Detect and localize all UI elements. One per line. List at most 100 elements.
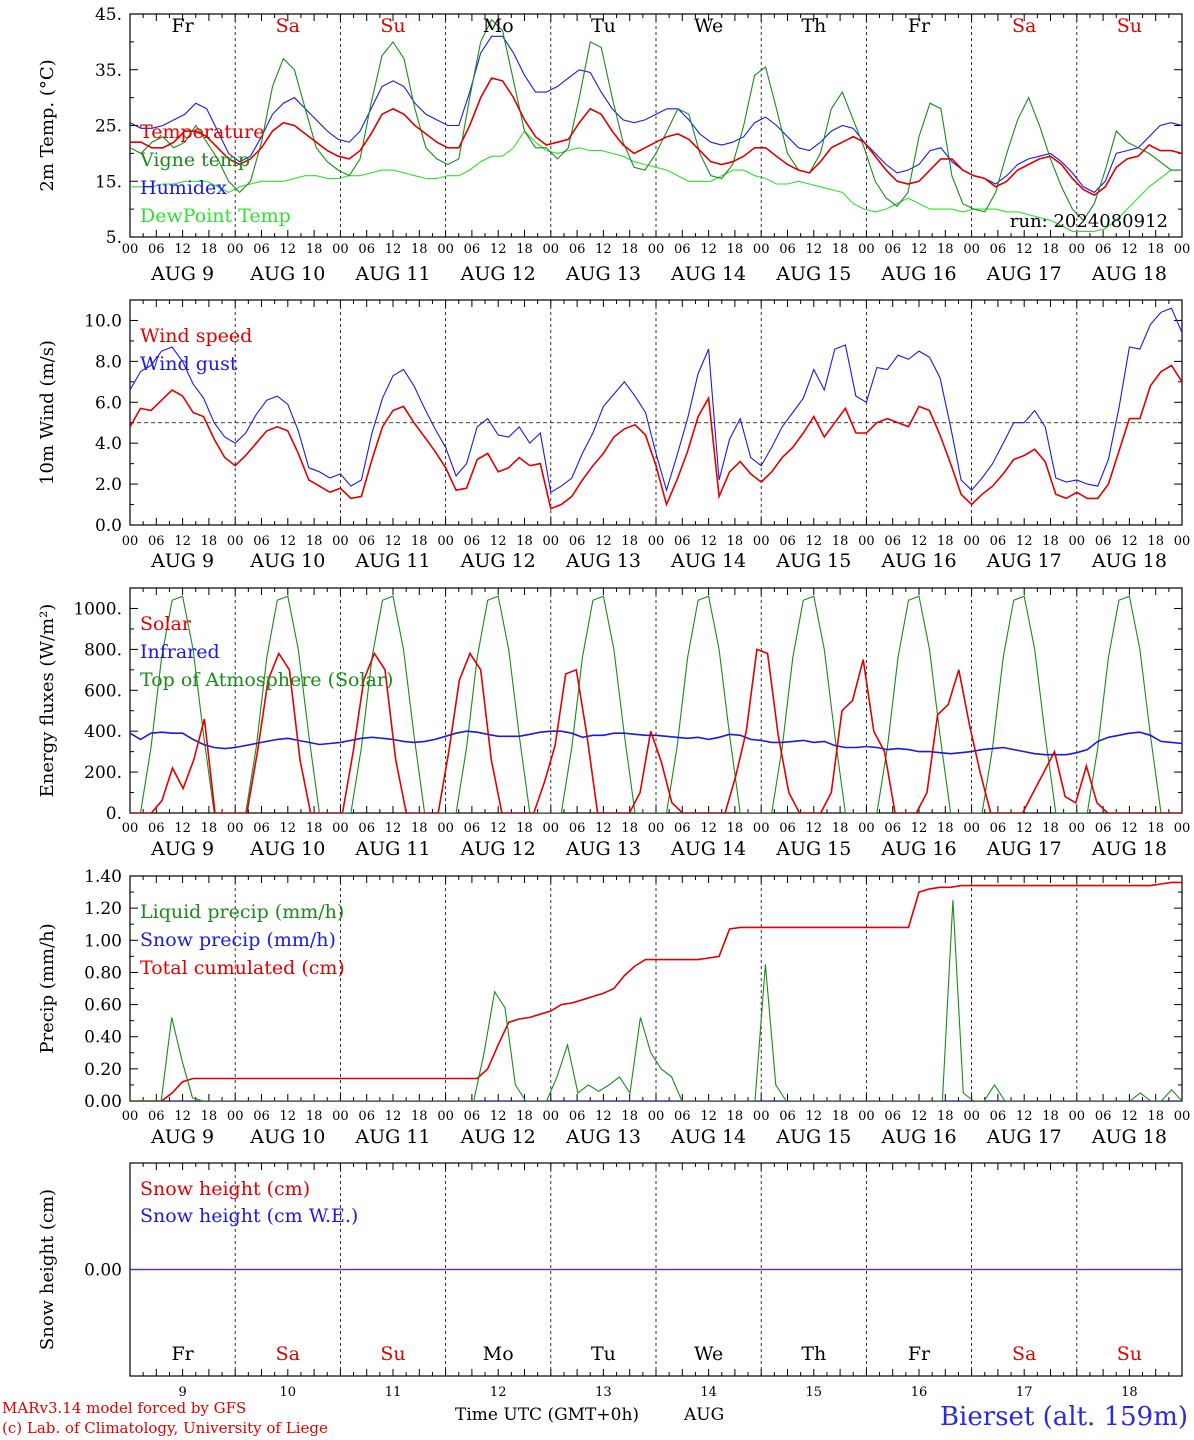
y-tick-label: 25. [95, 117, 122, 137]
y-tick-label: 0.00 [84, 1092, 122, 1112]
hour-tick-label: 18 [516, 534, 533, 549]
hour-tick-label: 06 [253, 1109, 270, 1124]
hour-tick-label: 00 [648, 534, 665, 549]
day-number-label: 11 [385, 1385, 402, 1400]
date-label: AUG 15 [775, 263, 851, 285]
y-tick-label: 35. [95, 61, 122, 81]
hour-tick-label: 12 [911, 1109, 928, 1124]
hour-tick-label: 12 [806, 534, 823, 549]
weekday-label: Mo [483, 1343, 514, 1365]
y-tick-label: 8.0 [95, 352, 122, 372]
series-line-red [130, 648, 1182, 813]
hour-tick-label: 00 [648, 821, 665, 836]
panel-4: 0.00 0.20 0.40 0.60 0.80 1.00 1.20 1.40 Precip (… [37, 867, 1190, 1148]
date-label: AUG 16 [880, 263, 956, 285]
hour-tick-label: 00 [437, 534, 454, 549]
date-label: AUG 18 [1091, 838, 1167, 860]
hour-tick-label: 06 [779, 534, 796, 549]
hour-tick-label: 00 [753, 1109, 770, 1124]
hour-tick-label: 18 [832, 1109, 849, 1124]
hour-tick-label: 18 [1147, 242, 1164, 257]
hour-tick-label: 18 [937, 242, 954, 257]
legend-entry: Solar [140, 613, 192, 635]
hour-tick-label: 18 [621, 242, 638, 257]
date-label: AUG 14 [670, 1126, 746, 1148]
day-number-label: 14 [700, 1385, 717, 1400]
hour-tick-label: 00 [227, 821, 244, 836]
hour-tick-label: 18 [621, 534, 638, 549]
date-label: AUG 18 [1091, 550, 1167, 572]
date-label: AUG 9 [150, 550, 214, 572]
hour-tick-label: 00 [122, 534, 139, 549]
hour-tick-label: 00 [1174, 534, 1191, 549]
hour-tick-label: 00 [858, 821, 875, 836]
hour-tick-label: 00 [122, 821, 139, 836]
y-tick-label: 0.20 [84, 1060, 122, 1080]
hour-tick-label: 12 [1016, 242, 1033, 257]
hour-tick-label: 00 [227, 242, 244, 257]
hour-tick-label: 00 [437, 821, 454, 836]
hour-tick-label: 18 [306, 534, 323, 549]
hour-tick-label: 00 [858, 1109, 875, 1124]
hour-tick-label: 18 [411, 534, 428, 549]
hour-tick-label: 06 [779, 1109, 796, 1124]
hour-tick-label: 06 [674, 821, 691, 836]
date-label: AUG 10 [249, 263, 325, 285]
hour-tick-label: 06 [253, 534, 270, 549]
hour-tick-label: 18 [1147, 1109, 1164, 1124]
hour-tick-label: 12 [174, 821, 191, 836]
weekday-label: Fr [908, 1343, 931, 1365]
hour-tick-label: 18 [937, 1109, 954, 1124]
hour-tick-label: 12 [911, 242, 928, 257]
hour-tick-label: 18 [201, 821, 218, 836]
hour-tick-label: 12 [280, 242, 297, 257]
hour-tick-label: 18 [937, 821, 954, 836]
series-line-blue [130, 730, 1182, 756]
hour-tick-label: 00 [963, 1109, 980, 1124]
hour-tick-label: 00 [648, 242, 665, 257]
hour-tick-label: 18 [306, 242, 323, 257]
panel-2: 0.0 2.0 4.0 6.0 8.0 10.0 10m Wind (m/s) Wind sp… [37, 299, 1191, 572]
hour-tick-label: 00 [543, 242, 560, 257]
date-label: AUG 16 [880, 838, 956, 860]
hour-tick-label: 06 [674, 242, 691, 257]
hour-tick-label: 12 [385, 821, 402, 836]
hour-tick-label: 18 [411, 242, 428, 257]
plot-frame [129, 13, 1183, 238]
y-axis-label: Precip (mm/h) [37, 923, 58, 1053]
y-tick-label: 0.40 [84, 1028, 122, 1048]
series-line-green [130, 18, 1182, 222]
hour-tick-label: 00 [332, 242, 349, 257]
hour-tick-label: 00 [963, 242, 980, 257]
date-label: AUG 10 [249, 1126, 325, 1148]
day-number-label: 10 [280, 1385, 297, 1400]
hour-tick-label: 18 [621, 821, 638, 836]
weekday-label: Su [380, 1343, 405, 1365]
weekday-label: Sa [1012, 1343, 1036, 1365]
hour-tick-label: 12 [280, 1109, 297, 1124]
hour-tick-label: 06 [990, 1109, 1007, 1124]
hour-tick-label: 12 [595, 242, 612, 257]
hour-tick-label: 00 [332, 821, 349, 836]
hour-tick-label: 06 [358, 821, 375, 836]
date-label: AUG 18 [1091, 1126, 1167, 1148]
y-axis-label: Energy fluxes (W/m²) [37, 604, 58, 798]
hour-tick-label: 18 [727, 1109, 744, 1124]
y-tick-label: 45. [95, 5, 122, 25]
date-label: AUG 12 [460, 838, 536, 860]
hour-tick-label: 00 [1174, 821, 1191, 836]
date-label: AUG 13 [565, 263, 641, 285]
hour-tick-label: 00 [543, 821, 560, 836]
hour-tick-label: 12 [280, 821, 297, 836]
hour-tick-label: 18 [727, 242, 744, 257]
day-number-label: 13 [595, 1385, 612, 1400]
day-number-label: 18 [1121, 1385, 1138, 1400]
hour-tick-label: 18 [1147, 821, 1164, 836]
y-tick-label: 10.0 [84, 311, 122, 331]
hour-tick-label: 06 [358, 1109, 375, 1124]
hour-tick-label: 00 [753, 242, 770, 257]
y-tick-label: 2.0 [95, 475, 122, 495]
lab-credits: (c) Lab. of Climatology, University of L… [2, 1419, 328, 1437]
y-axis-label: 2m Temp. (°C) [37, 59, 58, 191]
hour-tick-label: 06 [464, 242, 481, 257]
